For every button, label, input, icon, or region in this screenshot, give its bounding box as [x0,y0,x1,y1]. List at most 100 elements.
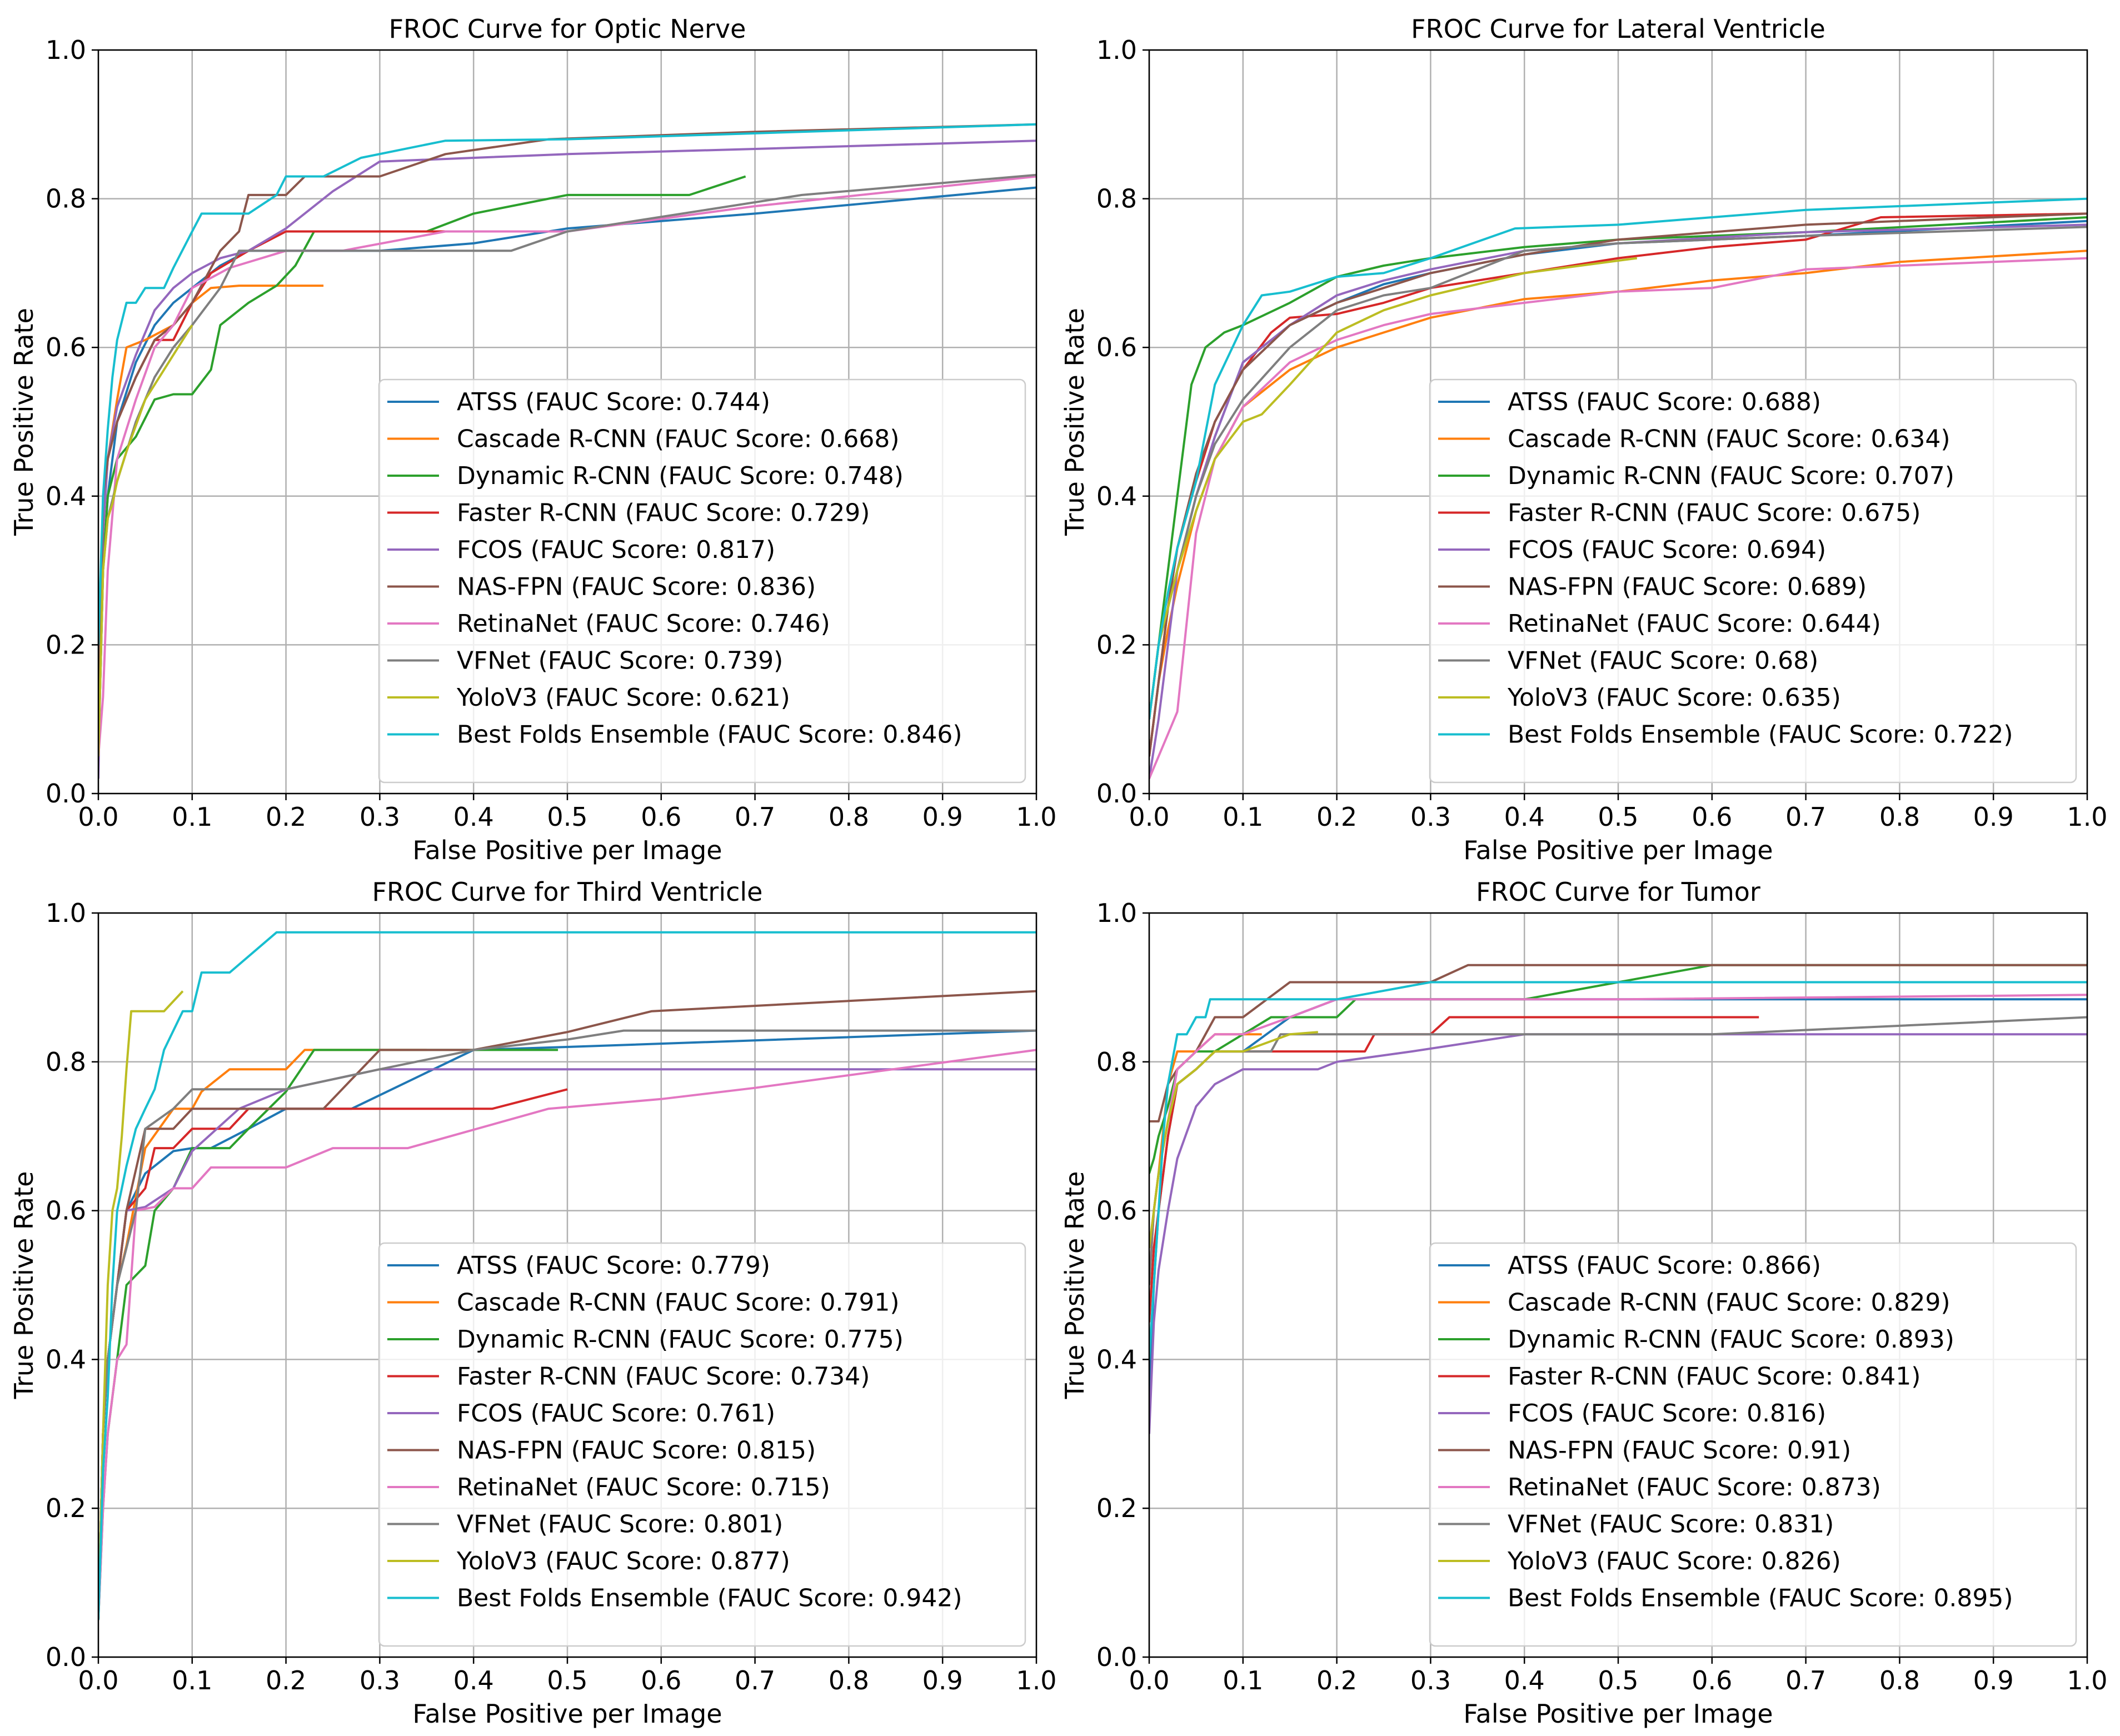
series-line-faster-r-cnn [1149,1016,1759,1323]
chart-panel-3: 0.0 0.1 0.2 0.3 0.4 0.5 0.6 0.7 0.8 0.9 1.0 0.0 0.2 0… [9,877,1057,1729]
chart-title: FROC Curve for Optic Nerve [389,14,746,44]
x-tick-label: 0.0 [78,802,118,832]
x-tick-label: 1.0 [2067,1665,2107,1695]
x-tick-label: 0.0 [1129,802,1169,832]
legend-label-faster-r-cnn: Faster R-CNN (FAUC Score: 0.729) [457,499,870,527]
x-tick-label: 0.5 [547,1665,587,1695]
y-tick-label: 0.8 [46,1047,86,1077]
legend-label-yolov3: YoloV3 (FAUC Score: 0.635) [1507,684,1841,712]
legend-label-nas-fpn: NAS-FPN (FAUC Score: 0.689) [1508,573,1867,601]
series-line-cascade-r-cnn [98,285,324,757]
x-tick-label: 0.9 [1973,1665,2014,1695]
series-line-best-folds-ensemble [98,123,1037,645]
legend-label-fcos: FCOS (FAUC Score: 0.694) [1508,536,1826,564]
y-tick-label: 0.6 [1096,332,1137,362]
y-tick-label: 1.0 [46,898,86,928]
y-tick-label: 0.2 [1096,1493,1137,1523]
y-tick-label: 0.8 [1096,1047,1137,1077]
legend-label-faster-r-cnn: Faster R-CNN (FAUC Score: 0.675) [1508,499,1921,527]
series-line-yolov3 [1149,1031,1318,1248]
x-tick-label: 1.0 [1016,1665,1056,1695]
y-tick-label: 0.4 [1096,481,1137,511]
x-tick-label: 0.7 [735,1665,775,1695]
y-tick-label: 1.0 [46,35,86,65]
legend-label-dynamic-r-cnn: Dynamic R-CNN (FAUC Score: 0.748) [457,462,904,490]
chart-title: FROC Curve for Tumor [1476,877,1760,907]
x-tick-label: 0.2 [266,1665,306,1695]
legend-label-retinanet: RetinaNet (FAUC Score: 0.873) [1508,1473,1881,1501]
legend-label-best-folds-ensemble: Best Folds Ensemble (FAUC Score: 0.722) [1508,721,2013,749]
chart-panel-1: 0.0 0.1 0.2 0.3 0.4 0.5 0.6 0.7 0.8 0.9 1.0 0.0 0.2 0… [9,14,1057,865]
legend-label-retinanet: RetinaNet (FAUC Score: 0.746) [457,610,830,638]
y-tick-label: 0.8 [1096,184,1137,214]
series-line-nas-fpn [98,123,1037,757]
y-tick-label: 0.6 [46,1196,86,1226]
y-tick-label: 0.0 [46,1642,86,1672]
x-tick-label: 0.0 [78,1665,118,1695]
series-line-retinanet [98,1049,1037,1620]
y-axis-label: True Positive Rate [1060,1171,1090,1400]
series-line-yolov3 [1149,257,1638,720]
legend: ATSS (FAUC Score: 0.688) Cascade R-CNN (F… [1429,378,2077,784]
legend-label-cascade-r-cnn: Cascade R-CNN (FAUC Score: 0.634) [1508,425,1951,453]
y-tick-label: 0.0 [1096,1642,1137,1672]
x-tick-label: 0.5 [1598,802,1638,832]
x-tick-label: 0.3 [360,802,400,832]
legend: ATSS (FAUC Score: 0.866) Cascade R-CNN (F… [1429,1242,2077,1647]
series-line-vfnet [98,1029,1036,1620]
series-line-cascade-r-cnn [98,1049,427,1620]
legend-box [378,378,1026,784]
legend-label-atss: ATSS (FAUC Score: 0.779) [457,1251,770,1280]
series-line-fcos [1149,1033,2087,1434]
chart-panel-4: 0.0 0.1 0.2 0.3 0.4 0.5 0.6 0.7 0.8 0.9 1.0 0.0 0.2 0… [1060,877,2108,1729]
series-line-best-folds-ensemble [98,931,1036,1620]
y-tick-label: 0.0 [46,779,86,809]
legend: ATSS (FAUC Score: 0.744) Cascade R-CNN (F… [378,378,1026,784]
x-tick-label: 0.6 [641,802,681,832]
legend: ATSS (FAUC Score: 0.779) Cascade R-CNN (F… [378,1242,1026,1647]
series-line-nas-fpn [1149,212,2088,757]
y-tick-label: 0.4 [46,481,86,511]
series-line-dynamic-r-cnn [1149,216,2088,720]
legend-label-atss: ATSS (FAUC Score: 0.688) [1508,388,1821,416]
chart-panel-2: 0.0 0.1 0.2 0.3 0.4 0.5 0.6 0.7 0.8 0.9 1.0 0.0 0.2 0… [1060,14,2108,865]
legend-label-vfnet: VFNet (FAUC Score: 0.739) [457,647,783,675]
legend-box [1429,378,2077,784]
y-tick-label: 0.0 [1096,779,1137,809]
x-tick-label: 0.3 [1410,802,1451,832]
x-tick-label: 0.2 [1316,802,1357,832]
x-tick-label: 0.4 [453,1665,494,1695]
y-tick-label: 1.0 [1096,898,1137,928]
x-tick-label: 0.6 [641,1665,681,1695]
x-tick-label: 0.8 [829,1665,869,1695]
legend-label-faster-r-cnn: Faster R-CNN (FAUC Score: 0.841) [1508,1363,1921,1391]
legend-label-best-folds-ensemble: Best Folds Ensemble (FAUC Score: 0.942) [457,1584,962,1613]
x-tick-label: 0.1 [172,1665,212,1695]
legend-label-dynamic-r-cnn: Dynamic R-CNN (FAUC Score: 0.707) [1508,462,1954,490]
y-axis-label: True Positive Rate [9,308,39,536]
x-tick-label: 0.4 [1504,1665,1545,1695]
x-tick-label: 0.1 [1223,802,1263,832]
series-line-yolov3 [98,325,193,757]
legend-label-best-folds-ensemble: Best Folds Ensemble (FAUC Score: 0.895) [1508,1584,2013,1613]
series-line-best-folds-ensemble [1149,197,2088,720]
x-tick-label: 0.3 [1410,1665,1451,1695]
legend-label-yolov3: YoloV3 (FAUC Score: 0.621) [456,684,790,712]
legend-box [378,1242,1026,1647]
y-tick-label: 0.4 [1096,1344,1137,1374]
x-tick-label: 0.7 [735,802,775,832]
legend-label-cascade-r-cnn: Cascade R-CNN (FAUC Score: 0.668) [457,425,900,453]
x-tick-label: 0.4 [1504,802,1545,832]
y-axis-label: True Positive Rate [1060,308,1090,536]
x-tick-label: 0.8 [1879,1665,1920,1695]
x-tick-label: 0.9 [922,1665,963,1695]
series-group [98,123,1037,779]
x-tick-label: 0.6 [1692,1665,1732,1695]
x-tick-label: 0.9 [922,802,963,832]
chart-title: FROC Curve for Third Ventricle [372,877,763,907]
legend-label-yolov3: YoloV3 (FAUC Score: 0.877) [456,1547,790,1575]
legend-label-atss: ATSS (FAUC Score: 0.866) [1508,1251,1821,1280]
x-axis-label: False Positive per Image [412,1699,722,1729]
x-tick-label: 0.5 [547,802,587,832]
